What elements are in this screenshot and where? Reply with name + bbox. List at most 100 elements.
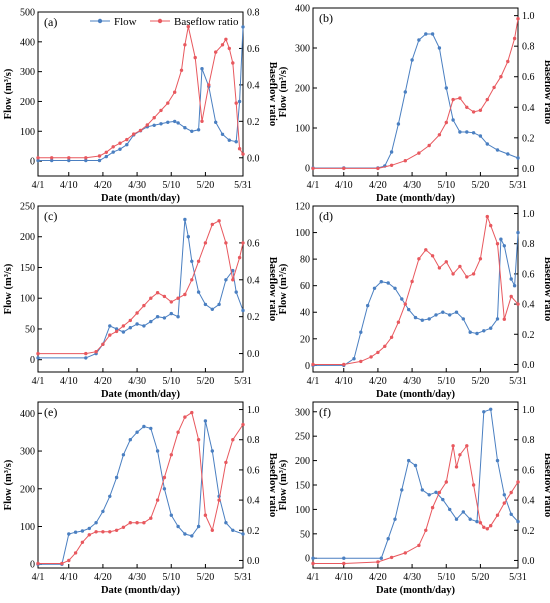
flow-point: [183, 217, 187, 222]
y-left-tick-label: 200: [20, 484, 35, 495]
x-tick-label: 4/1: [32, 376, 45, 387]
y-right-tick-label: 0.0: [247, 153, 260, 164]
legend-flow-label: Flow: [114, 16, 137, 28]
baseflow-point: [495, 513, 500, 517]
baseflow-point: [145, 123, 149, 127]
x-tick-label: 5/31: [234, 180, 252, 191]
flow-point: [407, 458, 411, 463]
y-left-tick-label: 50: [25, 324, 35, 335]
flow-point: [437, 46, 442, 50]
baseflow-point: [509, 294, 513, 299]
baseflow-point: [478, 257, 483, 261]
flow-point: [389, 150, 394, 154]
y-right-tick-label: 0.4: [247, 275, 260, 286]
flow-point: [516, 156, 520, 160]
flow-point: [434, 313, 438, 317]
flow-point: [67, 158, 71, 163]
legend: Flow Baseflow ratio: [90, 16, 239, 28]
x-tick-label: 4/20: [369, 180, 387, 191]
flow-point: [125, 143, 129, 147]
panel-label: (b): [319, 11, 333, 25]
flow-point: [502, 244, 506, 248]
x-tick-label: 5/20: [472, 376, 490, 387]
flow-point: [489, 407, 493, 411]
flow-point: [509, 277, 513, 281]
x-tick-label: 5/20: [197, 376, 215, 387]
flow-point: [241, 308, 245, 313]
flow-point: [173, 119, 177, 124]
baseflow-point: [311, 166, 315, 171]
y-left-tick-label: 150: [295, 481, 310, 492]
baseflow-point: [424, 528, 428, 532]
flow-point: [73, 530, 78, 534]
flow-point: [509, 512, 513, 516]
baseflow-point: [200, 119, 204, 124]
baseflow-point: [142, 303, 146, 308]
baseflow-point: [135, 311, 139, 315]
y-right-tick-label: 0.4: [522, 496, 535, 507]
y-right-axis-title: Baseflow ratio: [542, 257, 550, 321]
baseflow-point: [214, 50, 218, 54]
baseflow-point: [376, 350, 380, 355]
x-tick-label: 5/10: [162, 376, 180, 387]
baseflow-point: [482, 525, 486, 529]
baseflow-point: [389, 555, 394, 560]
y-left-tick-label: 20: [300, 334, 310, 345]
y-left-axis-title: Flow (m³/s): [278, 459, 289, 510]
y-right-tick-label: 0.8: [522, 435, 535, 446]
x-tick-label: 4/20: [94, 376, 112, 387]
baseflow-point: [227, 46, 231, 51]
baseflow-point: [114, 528, 119, 532]
flow-point: [434, 490, 438, 494]
flow-point: [441, 497, 445, 502]
x-tick-label: 5/10: [437, 180, 455, 191]
y-right-axis-title: Baseflow ratio: [267, 257, 278, 321]
y-left-tick-label: 0: [305, 361, 310, 372]
flow-point: [176, 315, 180, 319]
flow-point: [407, 307, 411, 312]
y-left-tick-label: 400: [20, 409, 35, 420]
y-left-tick-label: 100: [20, 522, 35, 533]
flow-point: [237, 99, 242, 104]
flow-point: [67, 532, 71, 536]
y-left-tick-label: 400: [295, 4, 310, 15]
baseflow-point: [237, 147, 242, 151]
baseflow-point: [67, 156, 71, 160]
y-right-tick-label: 0.6: [522, 269, 535, 280]
chart-panel-a: 4/1 4/10 4/20 4/30 5/10 5/20 5/31 Date (month/d…: [3, 8, 278, 205]
flow-point: [366, 303, 370, 308]
flow-point: [413, 315, 418, 320]
baseflow-point: [231, 438, 235, 442]
flow-point: [413, 463, 418, 468]
flow-point: [495, 458, 500, 463]
baseflow-point: [451, 272, 455, 276]
flow-point: [379, 556, 383, 560]
baseflow-point: [403, 159, 407, 163]
baseflow-point: [502, 317, 506, 321]
x-tick-label: 4/10: [335, 376, 353, 387]
chart-panel-c: 4/1 4/10 4/20 4/30 5/10 5/20 5/31 Date (month/d…: [3, 202, 278, 401]
baseflow-point: [389, 335, 394, 339]
baseflow-point: [410, 279, 414, 284]
baseflow-point: [196, 438, 201, 442]
y-left-tick-label: 250: [20, 202, 35, 213]
flow-point: [516, 519, 520, 524]
baseflow-point: [311, 561, 315, 566]
plot-frame: [312, 205, 519, 373]
baseflow-point: [118, 141, 122, 145]
flow-point: [128, 438, 132, 442]
flow-line: [38, 26, 244, 161]
y-left-tick-label: 100: [295, 228, 310, 239]
baseflow-point: [183, 292, 187, 297]
y-right-axis-title: Baseflow ratio: [267, 62, 278, 126]
x-tick-label: 4/20: [369, 572, 387, 583]
y-right-tick-label: 1.0: [522, 405, 535, 416]
y-right-tick-label: 0.6: [522, 72, 535, 83]
baseflow-line: [313, 18, 519, 169]
flow-point: [478, 134, 483, 138]
y-left-tick-label: 100: [20, 127, 35, 138]
flow-point: [101, 509, 105, 514]
flow-point: [166, 120, 170, 125]
flow-point: [114, 475, 119, 480]
flow-point: [499, 237, 503, 241]
